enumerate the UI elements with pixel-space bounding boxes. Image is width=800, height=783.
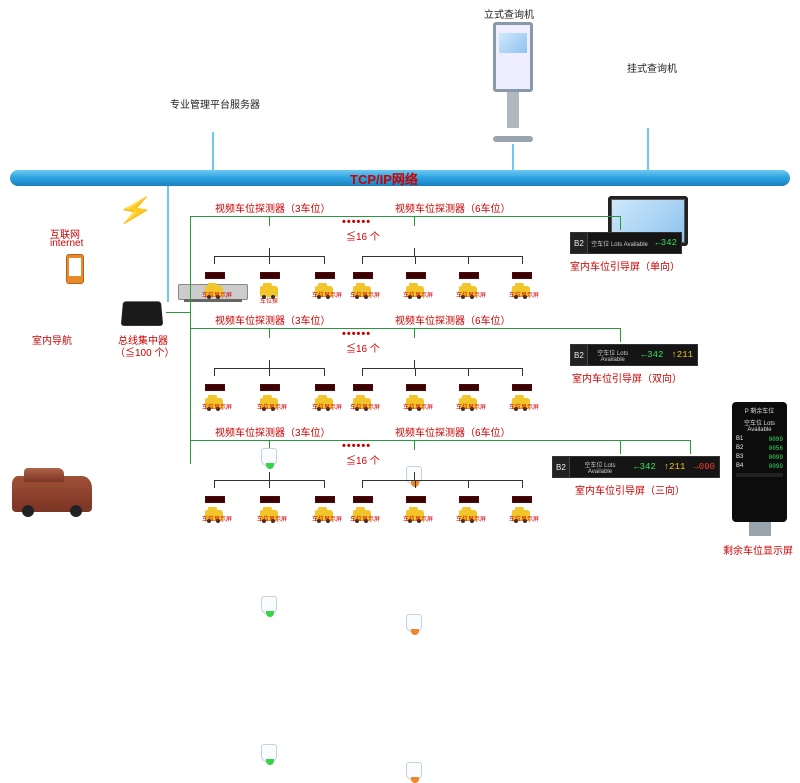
lot-display-r1-3: 车位显示屏 [350, 290, 380, 299]
drop-r1a [269, 216, 270, 226]
drop-r2c [620, 328, 621, 342]
lot-detect-r1: 车位探 [260, 296, 278, 305]
guide3-label: 室内车位引导屏（三向） [575, 482, 685, 497]
bus-row2 [190, 328, 620, 329]
sensor-3-r3 [261, 744, 277, 762]
det6-label-r2: 视频车位探测器（6车位） [395, 312, 511, 327]
remaining-panel: P 剩余车位 空车位 Lots Available B10099 B20056 … [732, 402, 787, 536]
drop-r3b [414, 440, 415, 450]
kiosk-stand [483, 22, 543, 142]
kiosk-stand-connector [512, 144, 514, 172]
lot-display-r3-2: 车位显示屏 [257, 514, 287, 523]
lot-display-r1-6: 车位显示屏 [509, 290, 539, 299]
hub-label-2: （≦100 个） [115, 344, 174, 359]
guide-screen-1: B2 空车位 Lots Available ←342 [570, 232, 682, 254]
lot-display-r2-6: 车位显示屏 [456, 402, 486, 411]
guide-screen-2: B2 空车位 Lots Available ←342 ↑211 [570, 344, 698, 366]
bus-to-hub [166, 312, 190, 313]
det3-label-r2: 视频车位探测器（3车位） [215, 312, 331, 327]
server-label: 专业管理平台服务器 [170, 96, 260, 111]
hub-connector [167, 186, 169, 302]
det3-label-r1: 视频车位探测器（3车位） [215, 200, 331, 215]
car-icon [12, 476, 92, 512]
lot-display-r2-4: 车位显示屏 [350, 402, 380, 411]
lot-display-r3-6: 车位显示屏 [456, 514, 486, 523]
sensor-6-r2 [406, 614, 422, 632]
panel-label: 剩余车位显示屏 [723, 542, 793, 557]
lot-display-r2-2: 车位显示屏 [257, 402, 287, 411]
drop-r3c [620, 440, 621, 454]
lot-display-r2-3: 车位显示屏 [312, 402, 342, 411]
drop-r1c [620, 216, 621, 230]
lot-display-r3-1: 车位显示屏 [202, 514, 232, 523]
guide1-label: 室内车位引导屏（单向） [570, 258, 680, 273]
det6-label-r1: 视频车位探测器（6车位） [395, 200, 511, 215]
drop-r2b [414, 328, 415, 338]
lot-display-r2-1: 车位显示屏 [202, 402, 232, 411]
lot-display-r1-1: 车位显示屏 [202, 290, 232, 299]
det6-label-r3: 视频车位探测器（6车位） [395, 424, 511, 439]
internet-label-2: internet [50, 238, 83, 249]
lot-display-r2-7: 车位显示屏 [509, 402, 539, 411]
guide2-label: 室内车位引导屏（双向） [572, 370, 682, 385]
lot-display-r1-2: 车位显示屏 [312, 290, 342, 299]
server-connector [212, 132, 214, 172]
drop-r2a [269, 328, 270, 338]
lot-display-r3-3: 车位显示屏 [312, 514, 342, 523]
drop-r3d [690, 440, 691, 454]
det3-label-r3: 视频车位探测器（3车位） [215, 424, 331, 439]
lot-display-r3-7: 车位显示屏 [509, 514, 539, 523]
sensor-3-r1 [261, 448, 277, 466]
kiosk-stand-label: 立式查询机 [484, 6, 534, 21]
lot-display-r2-5: 车位显示屏 [403, 402, 433, 411]
guide-screen-3: B2 空车位 Lots Available ←342 ↑211 →000 [552, 456, 720, 478]
hub-icon [121, 301, 163, 326]
phone-icon [66, 254, 84, 284]
dots-row3: •••••• [342, 440, 371, 452]
kiosk-wall-connector [647, 128, 649, 172]
sensor-3-r2 [261, 596, 277, 614]
sensor-6-r3 [406, 762, 422, 780]
drop-r1b [414, 216, 415, 226]
lot-display-r1-5: 车位显示屏 [456, 290, 486, 299]
limit16-r3: ≦16 个 [346, 452, 380, 467]
kiosk-wall-label: 挂式查询机 [627, 60, 677, 75]
indoor-nav-label: 室内导航 [32, 332, 72, 347]
lot-display-r3-4: 车位显示屏 [350, 514, 380, 523]
bus-vertical [190, 216, 191, 464]
lightning-icon: ⚡ [115, 191, 155, 230]
network-label: TCP/IP网络 [350, 169, 418, 188]
bus-row1 [190, 216, 620, 217]
lot-display-r1-4: 车位显示屏 [403, 290, 433, 299]
dots-row2: •••••• [342, 328, 371, 340]
dots-row1: •••••• [342, 216, 371, 228]
bus-row3 [190, 440, 690, 441]
lot-display-r3-5: 车位显示屏 [403, 514, 433, 523]
limit16-r1: ≦16 个 [346, 228, 380, 243]
limit16-r2: ≦16 个 [346, 340, 380, 355]
